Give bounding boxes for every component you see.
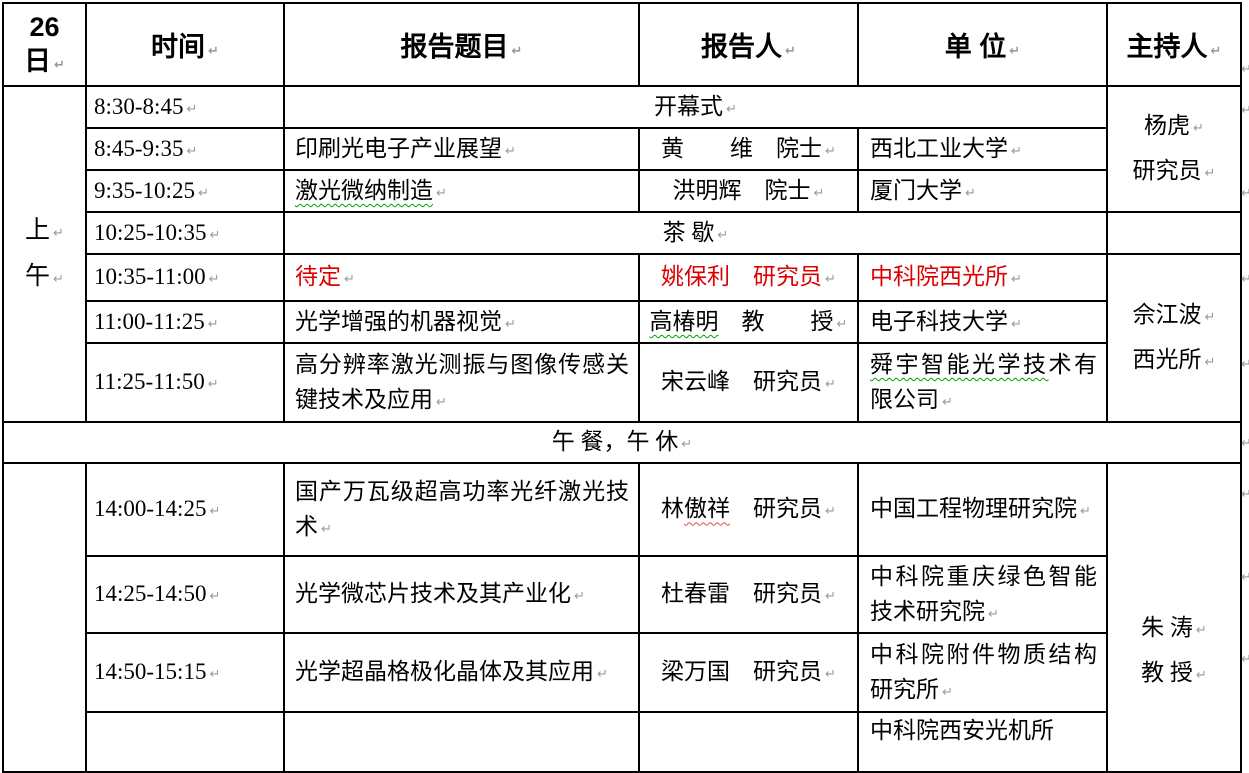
speaker-cell: 姚保利 研究员 xyxy=(638,253,859,302)
time-cell: 14:00-14:25 xyxy=(85,462,285,557)
lunch-row: 午 餐，午 休 xyxy=(2,421,1242,464)
header-day-cell: 26 日 xyxy=(2,2,87,87)
table-row: 10:25-10:35 茶 歇 xyxy=(3,211,1242,255)
morning-session-label: 上午 xyxy=(5,208,84,301)
host-title: 教 授 xyxy=(1109,651,1239,696)
time-cell: 8:45-9:35 xyxy=(85,127,285,171)
speaker-cell: 黄 维 院士 xyxy=(638,127,859,171)
talk-title-cell: 国产万瓦级超高功率光纤激光技术 xyxy=(283,462,640,557)
lunch-cell: 午 餐，午 休 xyxy=(2,421,1242,464)
talk-title-cell: 光学超晶格极化晶体及其应用 xyxy=(283,632,640,713)
talk-title-cell: 高分辨率激光测振与图像传感关键技术及应用 xyxy=(283,342,640,423)
host-name: 朱 涛 xyxy=(1109,606,1239,651)
org-cell: 中国工程物理研究院 xyxy=(857,462,1108,557)
tea-break-cell: 茶 歇 xyxy=(283,211,1108,255)
org-cell: 电子科技大学 xyxy=(857,300,1108,344)
talk-title-cell xyxy=(283,711,640,773)
time-cell: 11:25-11:50 xyxy=(85,342,285,423)
table-row-partial: 中科院西安光机所 xyxy=(3,711,1241,773)
paragraph-mark-icon xyxy=(1241,272,1249,287)
time-cell: 10:35-11:00 xyxy=(85,253,285,302)
talk-title-cell: 待定 xyxy=(283,253,640,302)
speaker-cell: 宋云峰 研究员 xyxy=(638,342,859,423)
time-cell xyxy=(85,711,285,773)
morning-session-cell: 上午 xyxy=(2,85,87,423)
talk-title-cell: 光学微芯片技术及其产业化 xyxy=(283,555,640,634)
table-row: 11:00-11:25 光学增强的机器视觉 高椿明 教 授 电子科技大学 xyxy=(3,300,1241,344)
host-cell-morning2: 佘江波 西光所 xyxy=(1106,253,1242,423)
header-org-label: 单 位 xyxy=(945,32,1020,62)
host-title: 研究员 xyxy=(1109,149,1239,194)
speaker-cell: 高椿明 教 授 xyxy=(638,300,859,344)
header-day-label: 26 日 xyxy=(5,11,84,79)
table-row: 14:25-14:50 光学微芯片技术及其产业化 杜春雷 研究员 中科院重庆绿色… xyxy=(3,555,1241,634)
header-speaker-cell: 报告人 xyxy=(638,2,859,87)
header-org-cell: 单 位 xyxy=(857,2,1108,87)
time-cell: 8:30-8:45 xyxy=(85,85,285,129)
header-title-label: 报告题目 xyxy=(401,32,523,62)
table-row: 10:35-11:00 待定 姚保利 研究员 中科院西光所 佘江波 西光所 xyxy=(3,253,1242,423)
host-name: 佘江波 xyxy=(1109,293,1239,338)
afternoon-session-cell xyxy=(2,462,87,773)
paragraph-mark-icon xyxy=(1241,357,1249,372)
speaker-cell: 梁万国 研究员 xyxy=(638,632,859,713)
table-row: 11:25-11:50 高分辨率激光测振与图像传感关键技术及应用 宋云峰 研究员… xyxy=(3,342,1241,423)
time-cell: 14:50-15:15 xyxy=(85,632,285,713)
header-host-cell: 主持人 xyxy=(1106,2,1242,87)
speaker-cell: 洪明辉 院士 xyxy=(638,169,859,213)
table-row: 9:35-10:25 激光微纳制造 洪明辉 院士 厦门大学 xyxy=(3,169,1241,213)
header-host-label: 主持人 xyxy=(1127,32,1222,62)
table-row: 上午 8:30-8:45 开幕式 杨虎 研究员 xyxy=(2,85,1242,423)
header-time-label: 时间 xyxy=(151,32,219,62)
table-row: 8:45-9:35 印刷光电子产业展望 黄 维 院士 西北工业大学 xyxy=(3,127,1241,171)
org-cell: 中科院西光所 xyxy=(857,253,1108,302)
header-title-cell: 报告题目 xyxy=(283,2,640,87)
table-row: 14:50-15:15 光学超晶格极化晶体及其应用 梁万国 研究员 中科院附件物… xyxy=(3,632,1241,713)
org-cell: 厦门大学 xyxy=(857,169,1108,213)
host-cell-afternoon: 朱 涛 教 授 xyxy=(1106,462,1242,773)
time-cell: 9:35-10:25 xyxy=(85,169,285,213)
table-header-row: 26日 时间 报告题目 报告人 单 位 主持人 xyxy=(2,2,1242,87)
org-cell: 西北工业大学 xyxy=(857,127,1108,171)
document-page: 26日 时间 报告题目 报告人 单 位 主持人 上午 8:30-8:45 开幕式… xyxy=(0,0,1249,725)
speaker-cell xyxy=(638,711,859,773)
paragraph-mark-icon xyxy=(1241,570,1249,585)
header-time-cell: 时间 xyxy=(85,2,285,87)
talk-title-cell: 激光微纳制造 xyxy=(283,169,640,213)
org-cell: 中科院西安光机所 xyxy=(857,711,1108,773)
talk-title-cell: 光学增强的机器视觉 xyxy=(283,300,640,344)
paragraph-mark-icon xyxy=(1241,62,1249,77)
time-cell: 14:25-14:50 xyxy=(85,555,285,634)
org-cell: 中科院附件物质结构研究所 xyxy=(857,632,1108,713)
paragraph-mark-icon xyxy=(1241,186,1249,201)
paragraph-mark-icon xyxy=(1241,436,1249,451)
time-cell: 11:00-11:25 xyxy=(85,300,285,344)
org-cell: 中科院重庆绿色智能技术研究院 xyxy=(857,555,1108,634)
paragraph-mark-icon xyxy=(1241,103,1249,118)
table-row: 14:00-14:25 国产万瓦级超高功率光纤激光技术 林傲祥 研究员 中国工程… xyxy=(2,462,1242,773)
talk-title-cell: 印刷光电子产业展望 xyxy=(283,127,640,171)
speaker-cell: 杜春雷 研究员 xyxy=(638,555,859,634)
opening-ceremony-cell: 开幕式 xyxy=(283,85,1108,129)
paragraph-mark-icon xyxy=(1241,487,1249,502)
host-name: 杨虎 xyxy=(1109,104,1239,149)
header-speaker-label: 报告人 xyxy=(701,32,796,62)
host-cell-morning1: 杨虎 研究员 xyxy=(1106,85,1242,213)
host-cell-empty xyxy=(1106,211,1242,255)
host-title: 西光所 xyxy=(1109,338,1239,383)
speaker-cell: 林傲祥 研究员 xyxy=(638,462,859,557)
time-cell: 10:25-10:35 xyxy=(85,211,285,255)
paragraph-mark-icon xyxy=(1241,652,1249,667)
org-cell: 舜宇智能光学技术有限公司 xyxy=(857,342,1108,423)
